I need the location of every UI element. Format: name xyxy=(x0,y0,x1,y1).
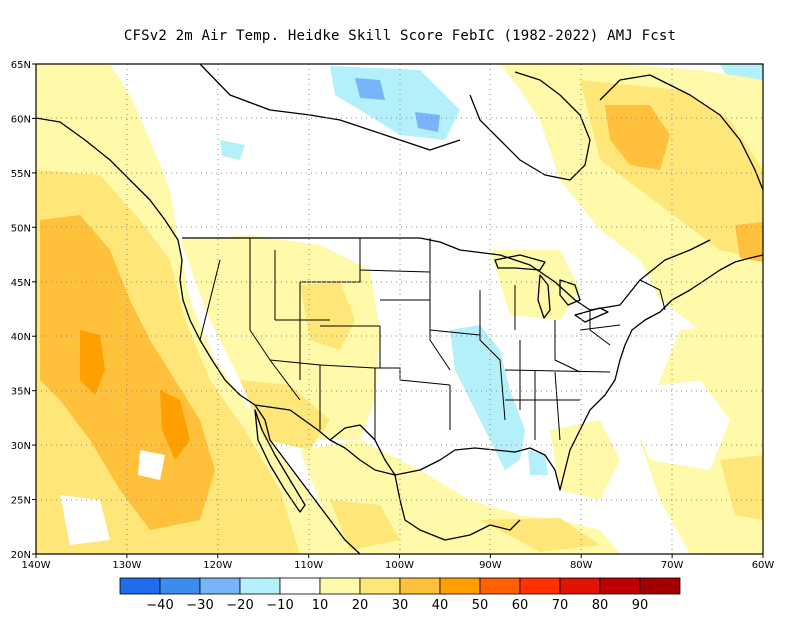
labrador-coast xyxy=(599,74,763,191)
colorbar-label: −10 xyxy=(266,598,293,613)
colorbar-swatch xyxy=(239,577,281,595)
southeast-yellow xyxy=(550,420,620,500)
lon-tick-label: 70W xyxy=(661,560,684,571)
lat-tick-label: 45N xyxy=(11,278,31,289)
lat-tick-label: 65N xyxy=(11,60,31,71)
colorbar: −40 −30 −20 −10 10 20 30 40 50 60 70 80 90 xyxy=(119,577,681,613)
lat-tick-label: 50N xyxy=(11,223,31,234)
quebec-orange xyxy=(605,105,670,170)
lon-tick-label: 140W xyxy=(22,560,51,571)
colorbar-label: −30 xyxy=(186,598,213,613)
lon-tick-label: 110W xyxy=(294,560,323,571)
atlantic-yellow xyxy=(720,455,763,520)
arctic-coast xyxy=(199,64,461,151)
colorbar-label: 50 xyxy=(472,598,489,613)
central-blue-area xyxy=(450,325,525,470)
graticule xyxy=(36,64,763,554)
us-canada-border xyxy=(182,237,711,311)
hudson-bay xyxy=(469,71,591,181)
colorbar-label: 80 xyxy=(592,598,609,613)
lake-erie xyxy=(574,307,609,323)
canada-blue-core-2 xyxy=(415,112,440,132)
lon-tick-label: 100W xyxy=(385,560,414,571)
colorbar-label: 70 xyxy=(552,598,569,613)
florida-blue xyxy=(528,450,548,475)
colorbar-swatch xyxy=(519,577,561,595)
lon-tick-label: 120W xyxy=(203,560,232,571)
atlantic-white-patch xyxy=(620,380,730,470)
colorbar-swatch xyxy=(599,577,641,595)
lon-tick-label: 80W xyxy=(570,560,593,571)
colorbar-swatch xyxy=(359,577,401,595)
rockies-yellow xyxy=(300,282,355,350)
colorbar-swatch xyxy=(559,577,601,595)
lat-tick-label: 60N xyxy=(11,114,31,125)
colorbar-swatch xyxy=(319,577,361,595)
colorbar-swatch xyxy=(119,577,161,595)
colorbar-swatch xyxy=(159,577,201,595)
colorbar-label: 10 xyxy=(312,598,329,613)
skill-field xyxy=(36,64,763,554)
latitude-axis: 65N 60N 55N 50N 45N 40N 35N 30N 25N 20N xyxy=(11,60,36,561)
map-title: CFSv2 2m Air Temp. Heidke Skill Score Fe… xyxy=(123,28,677,44)
colorbar-label: 60 xyxy=(512,598,529,613)
pacific-white-patch xyxy=(60,495,110,545)
lake-huron xyxy=(559,279,581,306)
gulf-yellow xyxy=(480,518,600,552)
lake-michigan xyxy=(537,274,551,319)
baja-peninsula xyxy=(254,409,306,513)
colorbar-swatch xyxy=(279,577,321,595)
colorbar-label: 20 xyxy=(352,598,369,613)
gulf-coastline xyxy=(329,429,581,491)
colorbar-swatch xyxy=(439,577,481,595)
lat-tick-label: 20N xyxy=(11,550,31,561)
colorbar-swatch xyxy=(199,577,241,595)
lat-tick-label: 55N xyxy=(11,169,31,180)
colorbar-label: 30 xyxy=(392,598,409,613)
southwest-yellow xyxy=(240,380,330,450)
lat-tick-label: 25N xyxy=(11,496,31,507)
lat-tick-label: 35N xyxy=(11,387,31,398)
colorbar-label: 90 xyxy=(632,598,649,613)
lake-superior xyxy=(494,254,546,271)
colorbar-label: −40 xyxy=(146,598,173,613)
us-mexico-border xyxy=(254,404,396,476)
hudson-blue xyxy=(220,140,245,160)
pacific-orange-center-2 xyxy=(160,390,190,460)
east-coastline xyxy=(579,254,763,431)
longitude-axis: 140W 130W 120W 110W 100W 90W 80W 70W 60W xyxy=(22,554,775,571)
maritimes-orange xyxy=(735,222,763,262)
lon-tick-label: 90W xyxy=(479,560,502,571)
colorbar-swatch xyxy=(479,577,521,595)
mexico-east-coastline xyxy=(394,474,521,541)
colorbar-label: −20 xyxy=(226,598,253,613)
colorbar-swatch xyxy=(639,577,681,595)
state-lines xyxy=(199,238,666,441)
lat-tick-label: 30N xyxy=(11,441,31,452)
pacific-white-patch-2 xyxy=(138,450,165,480)
lat-tick-label: 40N xyxy=(11,332,31,343)
pacific-orange-center xyxy=(80,330,105,395)
lon-tick-label: 130W xyxy=(112,560,141,571)
mexico-yellow xyxy=(330,500,400,550)
colorbar-label: 40 xyxy=(432,598,449,613)
canada-blue-core xyxy=(355,78,385,100)
lon-tick-label: 60W xyxy=(752,560,775,571)
colorbar-swatch xyxy=(399,577,441,595)
